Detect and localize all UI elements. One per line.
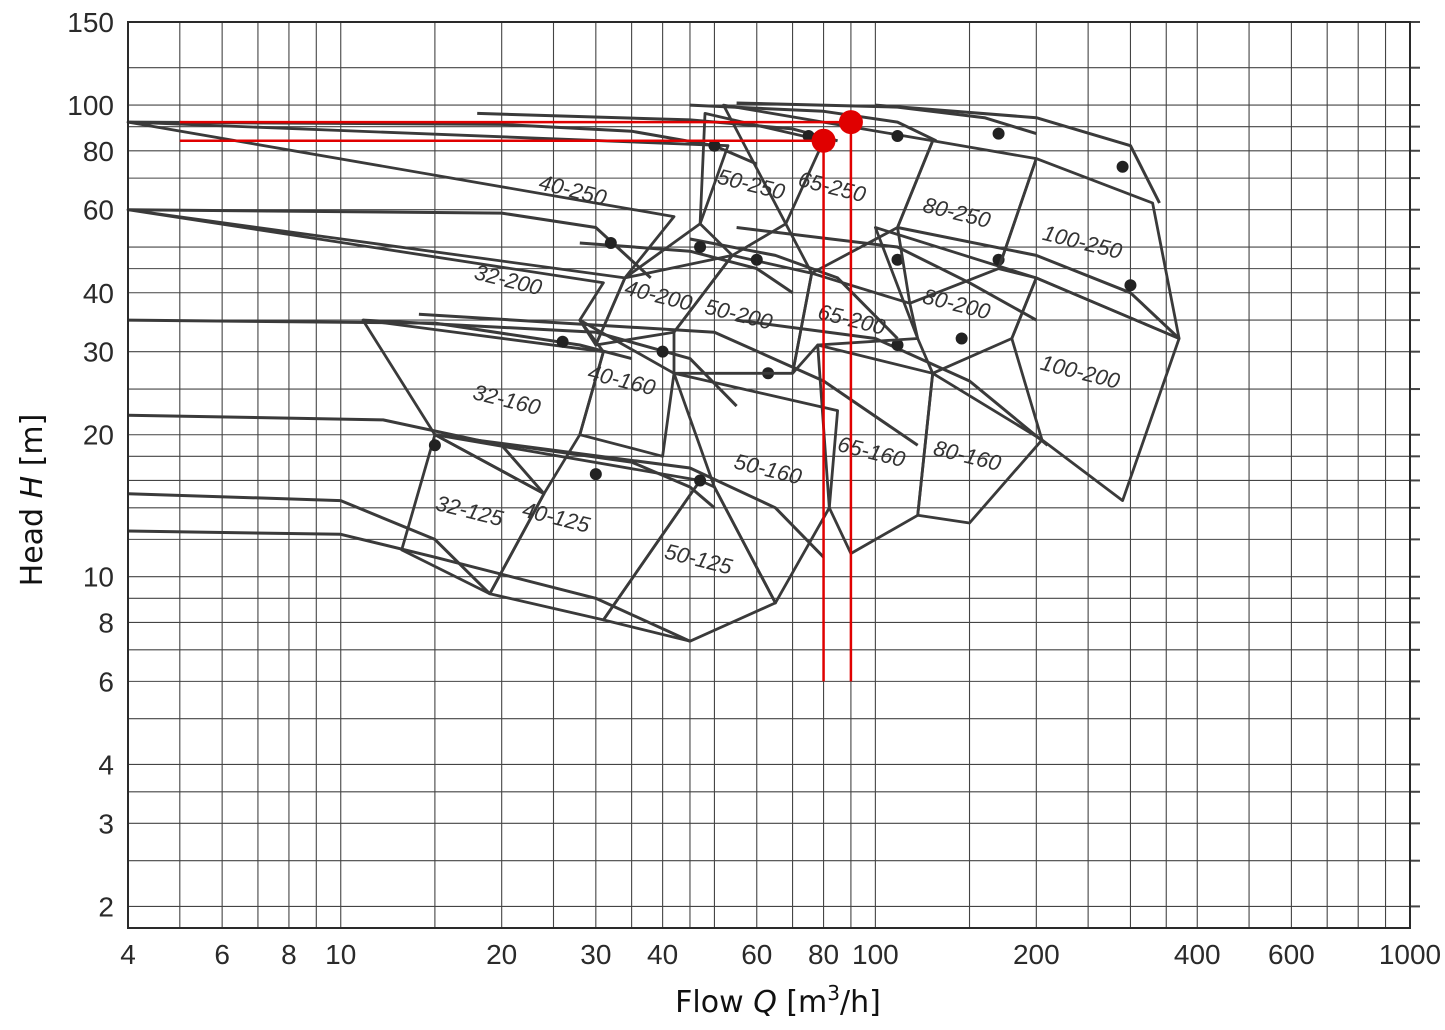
head-curve <box>418 312 919 447</box>
head-curve <box>689 237 899 340</box>
pump-curves <box>126 101 1181 643</box>
y-tick-label: 3 <box>98 808 114 839</box>
selected-operating-point <box>838 110 863 135</box>
bep-dot-80-250 <box>992 127 1005 140</box>
pump-region-80-160 <box>916 371 1044 525</box>
pump-region-50-200 <box>672 254 814 375</box>
y-tick-label: 10 <box>83 562 114 593</box>
x-tick-label: 600 <box>1268 939 1315 970</box>
pump-region-80-250 <box>896 139 1038 305</box>
grid-lines <box>128 21 1420 928</box>
curve-label-40-125: 40-125 <box>520 497 593 538</box>
curve-label-50-250: 50-250 <box>715 164 788 205</box>
curve-label-80-160: 80-160 <box>931 435 1004 476</box>
pump-region-50-125 <box>602 479 777 643</box>
head-curve <box>127 208 652 280</box>
bep-dot-100-200 <box>1124 279 1137 292</box>
head-curve <box>736 318 1049 447</box>
head-curve <box>875 103 1161 204</box>
head-curve <box>127 413 546 495</box>
x-tick-labels: 4 6 8 10 20 30 40 60 80 100 200 400 600 1000 <box>120 939 1441 970</box>
bep-dot-32-125 <box>428 439 441 452</box>
y-tick-label: 4 <box>98 749 114 780</box>
pump-region-80-200 <box>874 226 1038 375</box>
bep-dot-65-200 <box>891 253 904 266</box>
bep-dot-50-200 <box>750 253 763 266</box>
curve-label-50-125: 50-125 <box>662 539 735 580</box>
bep-dot-65-250 <box>891 129 904 142</box>
bep-dot-100-250 <box>1116 160 1129 173</box>
pump-region-65-160 <box>816 343 935 555</box>
bep-dot-80-160 <box>955 332 968 345</box>
x-tick-label: 200 <box>1013 939 1060 970</box>
head-curve <box>736 101 1037 136</box>
selection-annotations <box>179 110 863 682</box>
x-tick-label: 80 <box>808 939 839 970</box>
pump-region-32-200 <box>126 208 627 347</box>
head-curve <box>579 241 794 295</box>
pump-region-32-160 <box>361 318 605 496</box>
bep-dot-65-160 <box>891 338 904 351</box>
curve-label-40-160: 40-160 <box>585 360 658 401</box>
y-tick-label: 2 <box>98 891 114 922</box>
x-tick-label: 6 <box>214 939 230 970</box>
curve-label-65-250: 65-250 <box>796 166 869 207</box>
curve-label-65-160: 65-160 <box>835 431 908 472</box>
bep-dot-40-160 <box>656 345 669 358</box>
y-tick-label: 40 <box>83 278 114 309</box>
curve-label-32-160: 32-160 <box>471 379 544 420</box>
curve-label-100-250: 100-250 <box>1040 220 1125 264</box>
y-tick-label: 60 <box>83 195 114 226</box>
x-axis-title: Flow Q [m3/h] <box>675 981 881 1020</box>
head-curve <box>127 492 491 595</box>
curve-label-40-200: 40-200 <box>622 275 695 316</box>
y-tick-label: 20 <box>83 420 114 451</box>
bep-dot-40-200 <box>694 241 707 254</box>
head-curve <box>127 318 632 361</box>
head-curve <box>434 433 825 559</box>
x-tick-label: 40 <box>647 939 678 970</box>
bep-dot-32-160 <box>556 335 569 348</box>
y-tick-label: 6 <box>98 666 114 697</box>
y-tick-label: 150 <box>67 7 114 38</box>
bep-dot-40-250 <box>708 139 721 152</box>
x-tick-label: 60 <box>741 939 772 970</box>
y-tick-label: 80 <box>83 136 114 167</box>
curve-label-40-250: 40-250 <box>537 170 610 211</box>
bep-dot-50-125 <box>694 474 707 487</box>
x-tick-label: 30 <box>580 939 611 970</box>
pump-region-50-160 <box>672 371 839 605</box>
selected-operating-point <box>811 128 836 153</box>
x-tick-label: 4 <box>120 939 136 970</box>
x-tick-label: 100 <box>852 939 899 970</box>
x-tick-label: 8 <box>281 939 297 970</box>
plot-frame <box>127 21 1411 929</box>
y-tick-label: 8 <box>98 607 114 638</box>
head-curve <box>127 120 758 166</box>
curve-label-100-200: 100-200 <box>1038 350 1123 394</box>
pump-region-100-250 <box>997 157 1181 340</box>
x-tick-label: 20 <box>486 939 517 970</box>
x-tick-label: 10 <box>325 939 356 970</box>
bep-dot-40-125 <box>589 468 602 481</box>
bep-dot-32-200 <box>604 236 617 249</box>
x-tick-label: 1000 <box>1379 939 1441 970</box>
y-tick-labels: 2 3 4 6 8 10 20 30 40 60 80 100 150 <box>67 7 114 922</box>
bep-dot-50-250 <box>802 129 815 142</box>
x-tick-label: 400 <box>1174 939 1221 970</box>
curve-label-50-160: 50-160 <box>732 449 805 490</box>
curve-label-50-200: 50-200 <box>702 294 775 335</box>
head-curve <box>127 529 691 643</box>
curve-label-80-250: 80-250 <box>921 192 994 233</box>
y-tick-label: 100 <box>67 90 114 121</box>
y-axis-title: Head H [m] <box>15 414 50 587</box>
head-curve <box>897 226 1181 340</box>
curve-label-32-125: 32-125 <box>433 490 506 531</box>
y-tick-label: 30 <box>83 337 114 368</box>
pump-region-65-200 <box>791 271 920 375</box>
head-curve <box>736 226 1038 322</box>
pump-region-40-160 <box>578 318 676 458</box>
